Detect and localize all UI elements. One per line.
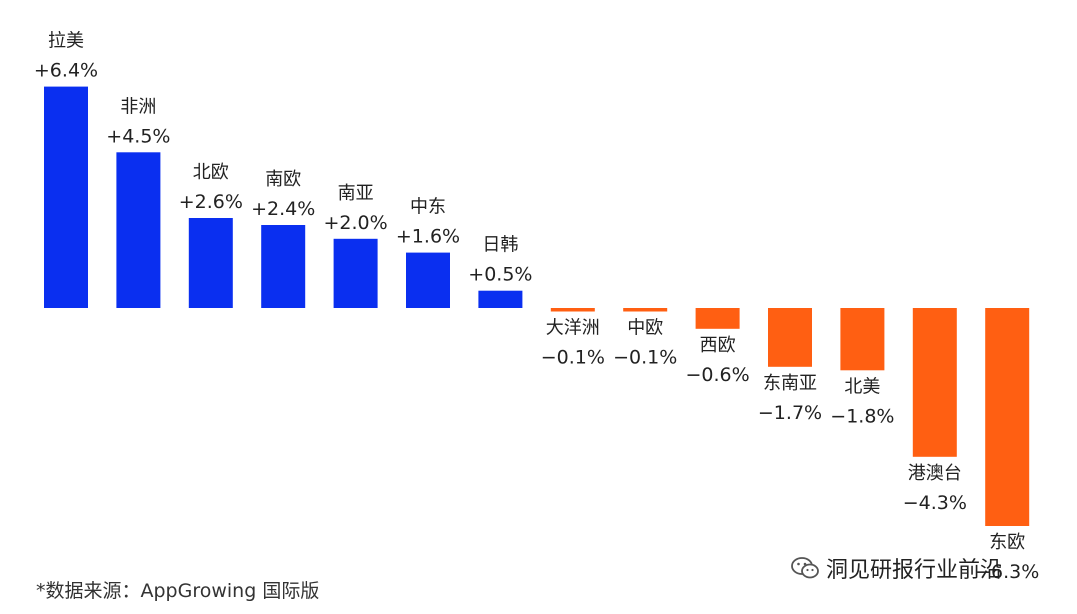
watermark-text: 洞见研报行业前沿 (826, 558, 1003, 583)
wechat-icon (791, 557, 819, 579)
category-label: 日韩 (482, 235, 518, 256)
bar (985, 308, 1030, 526)
data-label: +6.4% (34, 60, 98, 82)
bar (188, 218, 233, 308)
data-label: −6.3% (975, 561, 1039, 583)
data-label: −1.8% (830, 405, 894, 427)
category-label: 北欧 (193, 162, 229, 183)
category-label: 港澳台 (908, 463, 962, 484)
category-label: 南亚 (338, 183, 374, 204)
data-label: −1.7% (758, 402, 822, 424)
bar (912, 308, 957, 457)
category-label: 西欧 (700, 335, 736, 356)
data-label: +2.6% (179, 191, 243, 213)
category-label: 中东 (410, 197, 446, 218)
category-label: 东欧 (989, 532, 1025, 553)
bar (550, 308, 595, 312)
data-label: −0.1% (541, 347, 605, 369)
bar (44, 86, 88, 308)
wechat-watermark: 洞见研报行业前沿 (790, 552, 1002, 584)
data-label: +1.6% (396, 226, 460, 248)
bar (261, 225, 306, 308)
bar (768, 308, 812, 367)
category-label: 北美 (844, 376, 880, 397)
category-label: 大洋洲 (546, 318, 600, 339)
data-label: −4.3% (903, 492, 967, 514)
data-source-note: *数据来源：AppGrowing 国际版 (36, 580, 320, 602)
category-label: 东南亚 (763, 373, 817, 394)
category-label: 非洲 (120, 96, 156, 117)
bar (116, 152, 161, 308)
bar (840, 308, 885, 371)
category-label: 中欧 (627, 318, 663, 339)
bar (478, 290, 523, 308)
data-label: +2.4% (251, 198, 315, 220)
category-label: 拉美 (48, 31, 84, 52)
bar (406, 252, 450, 308)
data-label: +0.5% (468, 264, 532, 286)
data-label: +4.5% (106, 125, 170, 147)
bar (695, 308, 740, 329)
bar (623, 308, 668, 312)
data-label: +2.0% (323, 212, 387, 234)
bar (333, 238, 378, 308)
data-label: −0.6% (685, 364, 749, 386)
category-label: 南欧 (265, 169, 301, 190)
data-label: −0.1% (613, 347, 677, 369)
